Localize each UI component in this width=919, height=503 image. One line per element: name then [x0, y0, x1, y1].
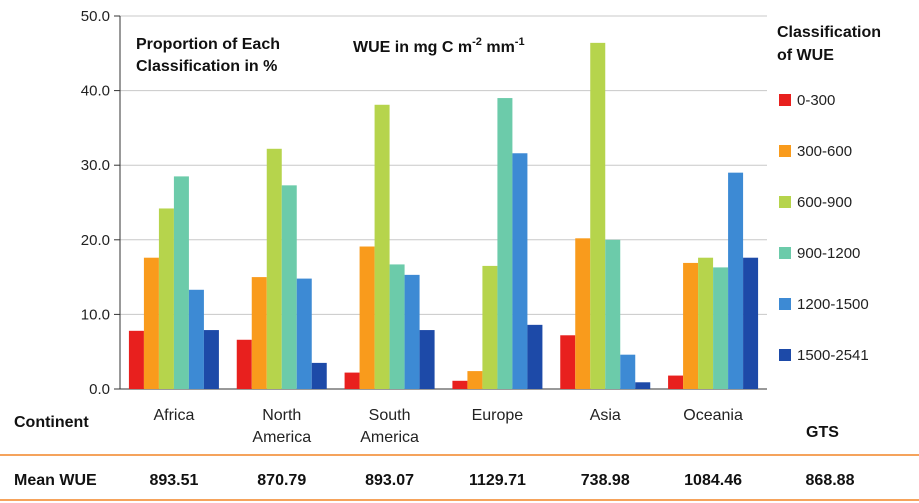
- bar-900-1200-cat1: [281, 185, 297, 389]
- mean-wue-values: 893.51 870.79 893.07 1129.71 738.98 1084.46 86…: [149, 472, 854, 489]
- legend-swatch: [779, 196, 791, 208]
- bar-0-300-cat2: [344, 372, 360, 389]
- bar-1200-1500-cat0: [188, 289, 204, 389]
- x-category-label: America: [360, 429, 419, 446]
- bar-1200-1500-cat2: [404, 274, 420, 389]
- bar-1200-1500-cat5: [728, 172, 744, 389]
- legend-swatch: [779, 94, 791, 106]
- legend-title-line2: of WUE: [777, 47, 834, 64]
- y-tick-label: 0.0: [89, 381, 110, 398]
- legend-title-line1: Classification: [777, 24, 881, 41]
- bar-600-900-cat4: [590, 42, 606, 390]
- legend: Classification of WUE 0-300 300-600 600-90…: [777, 24, 881, 364]
- y-axis: 0.0 10.0 20.0 30.0 40.0 50.0: [81, 8, 767, 398]
- legend-swatch: [779, 349, 791, 361]
- mean-wue-value: 1084.46: [684, 472, 742, 489]
- bar-900-1200-cat2: [389, 264, 405, 389]
- x-category-label: South: [369, 407, 411, 424]
- bar-300-600-cat4: [575, 238, 591, 389]
- legend-items: 0-300 300-600 600-900 900-1200 1200-1500 1500…: [779, 92, 869, 364]
- bar-300-600-cat1: [251, 277, 267, 389]
- legend-label: 600-900: [797, 194, 852, 211]
- mean-wue-value: 1129.71: [469, 472, 526, 489]
- bar-600-900-cat5: [698, 257, 714, 389]
- bar-300-600-cat0: [143, 257, 159, 389]
- y-tick-label: 40.0: [81, 83, 110, 100]
- bar-600-900-cat1: [266, 148, 282, 389]
- legend-label: 300-600: [797, 143, 852, 160]
- legend-swatch: [779, 247, 791, 259]
- annotation-proportion-line2: Classification in %: [136, 58, 277, 75]
- wue-units-prefix: WUE in mg C m: [353, 39, 472, 56]
- bar-1200-1500-cat1: [296, 278, 312, 389]
- mean-wue-value: 870.79: [257, 472, 306, 489]
- legend-swatch: [779, 298, 791, 310]
- legend-label: 1500-2541: [797, 347, 869, 364]
- bar-0-300-cat5: [668, 375, 684, 389]
- y-tick-label: 50.0: [81, 8, 110, 25]
- bars: [128, 42, 759, 390]
- summary-table: Continent GTS Mean WUE 893.51 870.79 893.0…: [0, 414, 919, 501]
- bar-1500-2541-cat5: [743, 257, 759, 389]
- bar-1500-2541-cat1: [311, 362, 327, 389]
- y-tick-label: 20.0: [81, 232, 110, 249]
- bar-1500-2541-cat0: [203, 330, 219, 389]
- bar-1200-1500-cat4: [620, 354, 636, 389]
- bar-600-900-cat2: [374, 104, 390, 390]
- bar-900-1200-cat3: [497, 98, 513, 389]
- legend-label: 1200-1500: [797, 296, 869, 313]
- x-category-label: America: [252, 429, 311, 446]
- wue-units-sup2: -1: [515, 36, 525, 48]
- bar-1200-1500-cat3: [512, 153, 528, 389]
- bar-0-300-cat4: [560, 335, 576, 389]
- bar-0-300-cat1: [236, 339, 252, 389]
- x-axis-categories: Africa North America South America Europe Asia…: [153, 407, 743, 446]
- wue-units-mid: mm: [482, 39, 515, 56]
- bar-600-900-cat3: [482, 265, 498, 389]
- bar-900-1200-cat5: [713, 267, 729, 389]
- legend-label: 0-300: [797, 92, 835, 109]
- x-category-label: North: [262, 407, 301, 424]
- bar-1500-2541-cat3: [527, 324, 543, 389]
- mean-wue-value: 893.07: [365, 472, 414, 489]
- annotation-proportion-line1: Proportion of Each: [136, 36, 280, 53]
- bar-300-600-cat5: [683, 262, 699, 389]
- bar-900-1200-cat4: [605, 239, 621, 389]
- x-category-label: Asia: [590, 407, 621, 424]
- mean-wue-value: 738.98: [581, 472, 630, 489]
- bar-900-1200-cat0: [173, 176, 189, 389]
- bar-1500-2541-cat4: [635, 382, 651, 389]
- bar-300-600-cat3: [467, 371, 483, 389]
- x-category-label: Europe: [472, 407, 524, 424]
- mean-wue-label: Mean WUE: [14, 472, 97, 489]
- bar-0-300-cat0: [128, 330, 144, 389]
- y-tick-label: 30.0: [81, 157, 110, 174]
- annotation-wue-units: WUE in mg C m-2 mm-1: [353, 36, 525, 56]
- x-category-label: Africa: [153, 407, 194, 424]
- y-tick-label: 10.0: [81, 306, 110, 323]
- legend-swatch: [779, 145, 791, 157]
- wue-units-sup1: -2: [472, 36, 482, 48]
- mean-wue-value: 868.88: [806, 472, 855, 489]
- x-category-label: Oceania: [683, 407, 743, 424]
- bar-600-900-cat0: [158, 208, 174, 389]
- continent-label: Continent: [14, 414, 89, 431]
- legend-label: 900-1200: [797, 245, 860, 262]
- bar-1500-2541-cat2: [419, 330, 435, 389]
- gts-label: GTS: [806, 424, 839, 441]
- bar-0-300-cat3: [452, 380, 468, 389]
- mean-wue-value: 893.51: [149, 472, 198, 489]
- bar-300-600-cat2: [359, 246, 375, 389]
